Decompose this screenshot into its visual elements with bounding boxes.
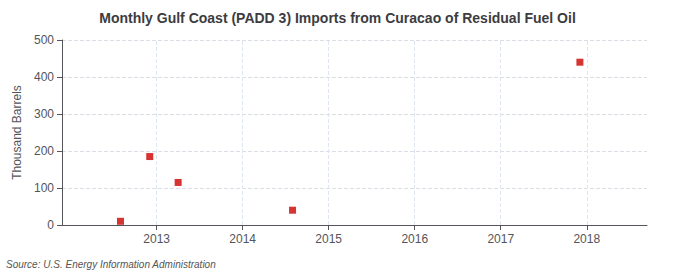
svg-text:2018: 2018 <box>573 232 600 246</box>
svg-text:200: 200 <box>34 144 54 158</box>
svg-text:0: 0 <box>47 218 54 232</box>
svg-text:2013: 2013 <box>143 232 170 246</box>
svg-text:2014: 2014 <box>229 232 256 246</box>
svg-text:100: 100 <box>34 181 54 195</box>
svg-text:Thousand Barrels: Thousand Barrels <box>10 85 24 180</box>
svg-text:2015: 2015 <box>315 232 342 246</box>
svg-text:2016: 2016 <box>401 232 428 246</box>
svg-text:Monthly Gulf Coast (PADD 3) Im: Monthly Gulf Coast (PADD 3) Imports from… <box>99 10 576 26</box>
svg-text:300: 300 <box>34 107 54 121</box>
svg-text:Source: U.S. Energy Informatio: Source: U.S. Energy Information Administ… <box>6 259 216 270</box>
svg-text:400: 400 <box>34 70 54 84</box>
svg-text:500: 500 <box>34 33 54 47</box>
svg-text:2017: 2017 <box>487 232 514 246</box>
